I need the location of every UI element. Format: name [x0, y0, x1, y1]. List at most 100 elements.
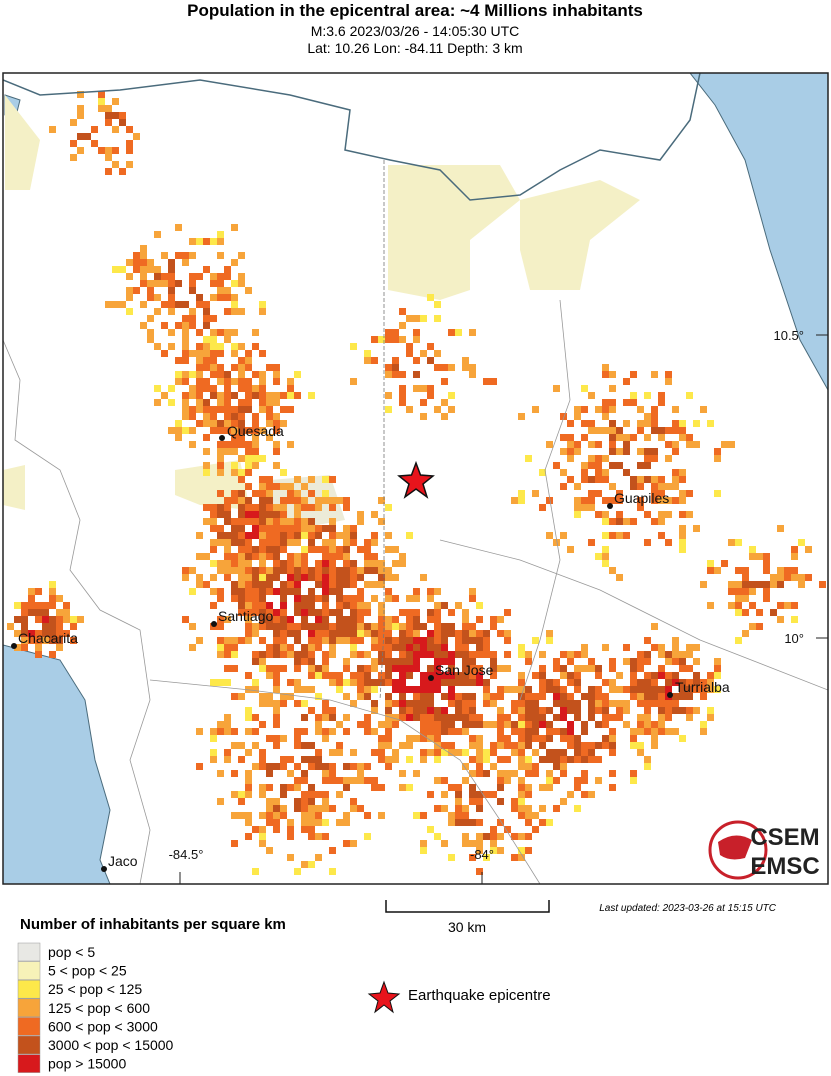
pop-cell [371, 665, 378, 672]
pop-cell [413, 693, 420, 700]
pop-cell [518, 777, 525, 784]
pop-cell [399, 658, 406, 665]
pop-cell [602, 399, 609, 406]
pop-cell [301, 525, 308, 532]
pop-cell [259, 518, 266, 525]
pop-cell [392, 658, 399, 665]
pop-cell [105, 154, 112, 161]
pop-cell [238, 602, 245, 609]
pop-cell [217, 364, 224, 371]
pop-cell [329, 553, 336, 560]
pop-cell [588, 462, 595, 469]
pop-cell [315, 581, 322, 588]
pop-cell [588, 476, 595, 483]
pop-cell [287, 833, 294, 840]
pop-cell [224, 385, 231, 392]
pop-cell [259, 581, 266, 588]
pop-cell [651, 413, 658, 420]
pop-cell [679, 651, 686, 658]
pop-cell [280, 497, 287, 504]
pop-cell [224, 651, 231, 658]
pop-cell [567, 651, 574, 658]
pop-cell [595, 427, 602, 434]
pop-cell [259, 637, 266, 644]
pop-cell [210, 343, 217, 350]
pop-cell [266, 511, 273, 518]
pop-cell [588, 700, 595, 707]
pop-cell [238, 497, 245, 504]
pop-cell [476, 770, 483, 777]
pop-cell [455, 693, 462, 700]
pop-cell [609, 742, 616, 749]
pop-cell [448, 742, 455, 749]
pop-cell [413, 735, 420, 742]
pop-cell [350, 567, 357, 574]
pop-cell [343, 595, 350, 602]
pop-cell [217, 287, 224, 294]
pop-cell [763, 588, 770, 595]
pop-cell [728, 539, 735, 546]
pop-cell [385, 546, 392, 553]
pop-cell [448, 630, 455, 637]
pop-cell [693, 420, 700, 427]
pop-cell [777, 602, 784, 609]
pop-cell [245, 623, 252, 630]
pop-cell [315, 763, 322, 770]
city-label: Turrialba [675, 679, 730, 695]
pop-cell [525, 700, 532, 707]
pop-cell [273, 560, 280, 567]
pop-cell [315, 819, 322, 826]
pop-cell [266, 525, 273, 532]
pop-cell [56, 644, 63, 651]
map-area [3, 73, 828, 884]
pop-cell [273, 392, 280, 399]
pop-cell [588, 392, 595, 399]
pop-cell [420, 749, 427, 756]
pop-cell [294, 392, 301, 399]
pop-cell [350, 798, 357, 805]
pop-cell [315, 567, 322, 574]
pop-cell [343, 637, 350, 644]
pop-cell [231, 441, 238, 448]
pop-cell [217, 231, 224, 238]
pop-cell [322, 595, 329, 602]
pop-cell [336, 637, 343, 644]
pop-cell [525, 693, 532, 700]
pop-cell [686, 490, 693, 497]
pop-cell [14, 616, 21, 623]
pop-cell [665, 378, 672, 385]
pop-cell [651, 518, 658, 525]
pop-cell [651, 679, 658, 686]
pop-cell [238, 532, 245, 539]
pop-cell [252, 595, 259, 602]
pop-cell [567, 728, 574, 735]
legend-swatch [17, 942, 41, 962]
pop-cell [301, 805, 308, 812]
pop-cell [308, 665, 315, 672]
pop-cell [266, 546, 273, 553]
pop-cell [182, 350, 189, 357]
pop-cell [707, 686, 714, 693]
pop-cell [357, 672, 364, 679]
pop-cell [273, 735, 280, 742]
pop-cell [329, 525, 336, 532]
pop-cell [749, 581, 756, 588]
pop-cell [399, 637, 406, 644]
pop-cell [462, 623, 469, 630]
pop-cell [385, 756, 392, 763]
pop-cell [210, 518, 217, 525]
pop-cell [273, 413, 280, 420]
pop-cell [49, 651, 56, 658]
pop-cell [497, 686, 504, 693]
pop-cell [658, 490, 665, 497]
pop-cell [392, 714, 399, 721]
pop-cell [217, 525, 224, 532]
pop-cell [189, 413, 196, 420]
pop-cell [357, 511, 364, 518]
pop-cell [686, 392, 693, 399]
pop-cell [210, 413, 217, 420]
pop-cell [469, 665, 476, 672]
pop-cell [637, 483, 644, 490]
pop-cell [721, 441, 728, 448]
pop-cell [329, 476, 336, 483]
